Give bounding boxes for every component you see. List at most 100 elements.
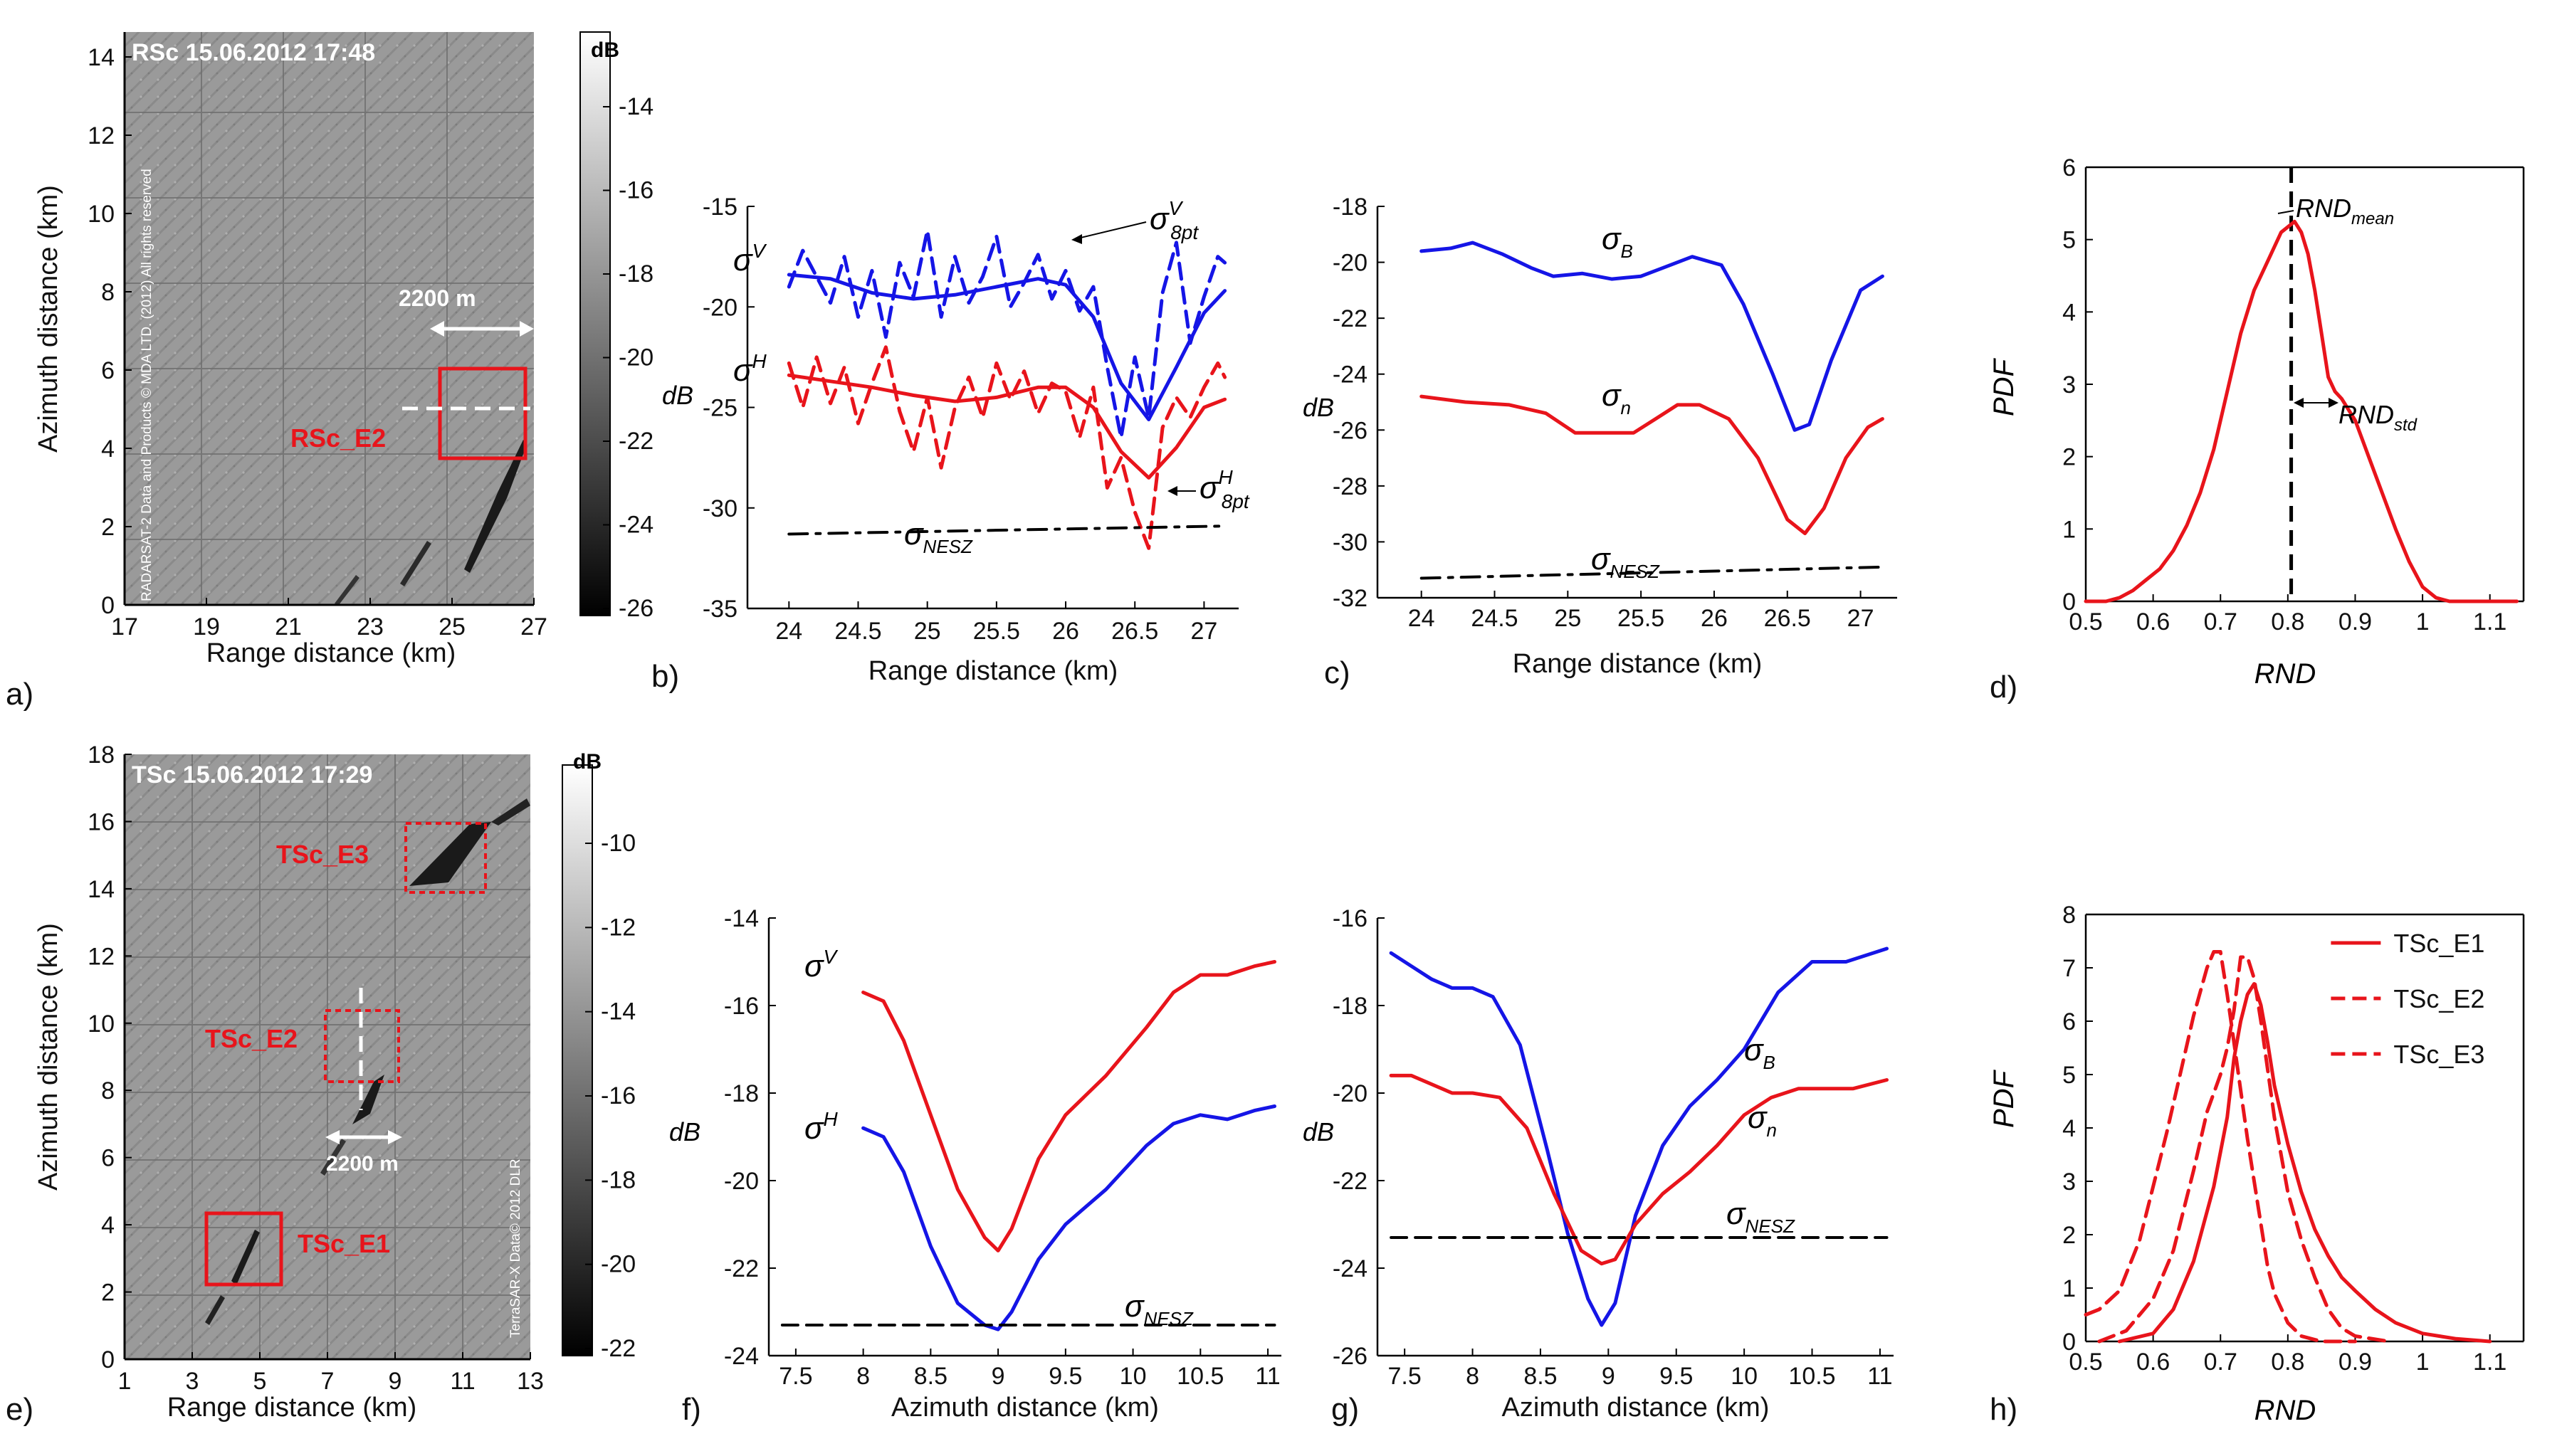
xtick-label: 27 <box>1847 605 1874 632</box>
colorbar-tick-label: -24 <box>619 512 653 539</box>
img-xtick-label: 7 <box>321 1368 335 1395</box>
ytick-label: -30 <box>703 495 737 522</box>
img-xtick-label: 23 <box>357 613 384 640</box>
img-xtick-label: 5 <box>253 1368 267 1395</box>
chart-c: -18 -20 -22 -24 -26 -28 -30 -32 24 24.5 25 25.5 26 26… <box>1333 194 1897 679</box>
series-line-0 <box>2117 982 2492 1344</box>
xtick-label: 27 <box>1190 618 1217 645</box>
annot-sigma-h-f: σH <box>804 1108 839 1146</box>
xtick-label: 10 <box>1120 1363 1147 1390</box>
xtick-label: 0.6 <box>2136 1349 2170 1376</box>
ytick-label: 2 <box>2062 1222 2076 1249</box>
xtick-label: 0.9 <box>2338 1349 2372 1376</box>
chart-h: 0 1 2 3 4 5 6 7 8 0.5 0.6 0.7 0.8 0.9 1 1.1 TSc_E1 TSc_E2… <box>2062 902 2525 1376</box>
panel-label-h: h) <box>1990 1392 2017 1427</box>
ytick-label: -28 <box>1333 473 1368 500</box>
img-ytick-label: 12 <box>88 943 115 970</box>
box-rsc-e2 <box>438 366 527 460</box>
distance-label-e: 2200 m <box>326 1152 399 1176</box>
ytick-label: -24 <box>1333 1255 1368 1282</box>
ytick-label: 0 <box>2062 1329 2076 1356</box>
box-label-rsc-e2: RSc_E2 <box>290 423 386 453</box>
ytick-label: 4 <box>2062 1115 2076 1142</box>
xtick-label: 0.9 <box>2338 608 2372 635</box>
xtick-label: 11 <box>1867 1363 1892 1390</box>
ytick-label: 6 <box>2062 1008 2076 1035</box>
chart-f: -14 -16 -18 -20 -22 -24 7.5 8 8.5 9 9.5 10 10.5 11 Azi… <box>724 905 1281 1423</box>
xtick-label: 8.5 <box>1523 1363 1557 1390</box>
img-ytick-label: 16 <box>88 808 115 835</box>
ytick-label: -16 <box>1333 905 1368 932</box>
img-ytick-label: 6 <box>101 357 115 384</box>
sar-image-a: RSc 15.06.2012 17:48 RADARSAT-2 Data and… <box>125 32 534 605</box>
img-xtick-label: 1 <box>118 1368 132 1395</box>
annot-nesz-f: σNESZ <box>1125 1289 1194 1329</box>
series-line-0 <box>787 273 1227 421</box>
series-line-3 <box>787 345 1227 550</box>
xtick-label: 1 <box>2416 1349 2430 1376</box>
ylabel-g: dB <box>1303 1117 1334 1146</box>
annot-sigma-b-g: σB <box>1744 1033 1775 1073</box>
ytick-label: -15 <box>703 194 737 221</box>
ytick-label: 1 <box>2062 1275 2076 1302</box>
colorbar-tick-label: -14 <box>601 998 636 1025</box>
series-line-0 <box>861 960 1276 1252</box>
ytick-label: -24 <box>1333 362 1368 389</box>
img-ytick-label: 8 <box>101 279 115 306</box>
xtick-label: 1.1 <box>2473 1349 2506 1376</box>
xtick-label: 11 <box>1255 1363 1280 1390</box>
xtick-label: 9.5 <box>1049 1363 1082 1390</box>
series-line-0 <box>1389 946 1889 1327</box>
ytick-label: 3 <box>2062 371 2076 399</box>
xlabel-e: Range distance (km) <box>167 1393 417 1423</box>
img-ytick-label: 18 <box>88 742 115 769</box>
ytick-label: -18 <box>724 1080 759 1107</box>
img-ytick-label: 10 <box>88 201 115 228</box>
series-line-2 <box>2097 955 2391 1344</box>
ylabel-e: Azimuth distance (km) <box>33 923 63 1191</box>
xtick-label: 0.7 <box>2204 1349 2237 1376</box>
img-xtick-label: 21 <box>275 613 302 640</box>
ytick-label: -24 <box>724 1343 759 1370</box>
xtick-label: 9 <box>992 1363 1005 1390</box>
xtick-label: 0.8 <box>2271 1349 2304 1376</box>
img-xtick-label: 13 <box>517 1368 544 1395</box>
ylabel-h: PDF <box>1988 1069 2020 1128</box>
xtick-label: 0.5 <box>2069 608 2102 635</box>
ytick-label: -18 <box>1333 993 1368 1020</box>
annot-nesz-g: σNESZ <box>1726 1196 1795 1237</box>
img-ytick-label: 2 <box>101 1280 115 1307</box>
ytick-label: -32 <box>1333 585 1368 612</box>
ytick-label: -14 <box>724 905 759 932</box>
series-line-1 <box>1419 394 1884 536</box>
xtick-label: 8 <box>856 1363 870 1390</box>
distance-label-a: 2200 m <box>399 285 476 311</box>
panel-label-d: d) <box>1990 670 2017 705</box>
ylabel-f: dB <box>669 1117 700 1146</box>
xtick-label: 0.7 <box>2204 608 2237 635</box>
xtick-label: 25.5 <box>973 618 1020 645</box>
colorbar-unit-a: dB <box>591 38 619 62</box>
xlabel: Range distance (km) <box>1513 649 1763 679</box>
legend-label: TSc_E1 <box>2393 929 2484 958</box>
colorbar-tick-label: -18 <box>601 1166 636 1193</box>
series-line-2 <box>1419 565 1884 580</box>
colorbar-unit-e: dB <box>573 750 602 774</box>
sar-header-e: TSc 15.06.2012 17:29 <box>132 761 372 788</box>
box-tsc-e2 <box>324 1009 400 1083</box>
series-line-1 <box>787 228 1227 440</box>
annot-sigma-v-f: σV <box>804 946 839 983</box>
ytick-label: 7 <box>2062 955 2076 982</box>
xtick-label: 1 <box>2416 608 2430 635</box>
img-xtick-label: 3 <box>186 1368 199 1395</box>
copyright-a: RADARSAT-2 Data and Products © MDA LTD. … <box>140 169 154 601</box>
panel-label-b: b) <box>651 659 679 694</box>
ylabel-a: Azimuth distance (km) <box>33 185 63 453</box>
img-xtick-label: 17 <box>111 613 138 640</box>
colorbar-tick-label: -16 <box>619 177 653 204</box>
colorbar-tick-label: -12 <box>601 914 636 941</box>
xtick-label: 24.5 <box>1471 605 1518 632</box>
xtick-label: 9.5 <box>1659 1363 1693 1390</box>
xlabel: Azimuth distance (km) <box>1502 1393 1770 1423</box>
